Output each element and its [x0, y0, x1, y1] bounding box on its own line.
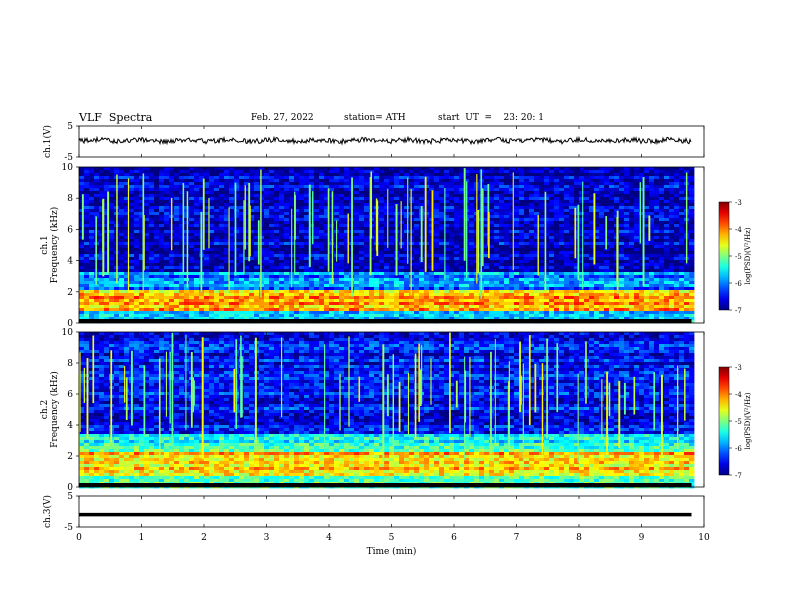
ch1-spectrogram-lowband — [79, 319, 692, 323]
ch1-spectrogram-axis-label: ch.1 — [40, 235, 50, 254]
x-axis-label: Time (min) — [367, 546, 417, 557]
x-tick-label: 5 — [389, 533, 395, 543]
ch2-spectrogram-colorbar-tick-label: -4 — [735, 391, 742, 399]
ch2-spectrogram-tick-label: 6 — [67, 390, 73, 400]
x-tick-label: 7 — [514, 533, 520, 543]
ch2-spectrogram-colorbar-tick-label: -7 — [735, 472, 742, 480]
ch2-spectrogram-colorbar-label: log(PSD)(V²/Hz) — [744, 392, 752, 449]
ch2-spectrogram-lowband — [79, 483, 692, 487]
ch2-spectrogram-tick-label: 8 — [67, 359, 73, 369]
ch2-spectrogram-colorbar — [718, 366, 730, 476]
ch2-spectrogram-tick-label: 10 — [62, 328, 74, 338]
ch3-voltage-tick-label: 5 — [67, 492, 73, 502]
ch1-spectrogram-tick-label: 2 — [67, 288, 73, 298]
ch1-spectrogram-colorbar-tick-label: -7 — [735, 307, 742, 315]
ch1-spectrogram-tick-label: 8 — [67, 194, 73, 204]
ch1-voltage-axis-label: ch.1(V) — [42, 125, 53, 158]
x-tick-label: 2 — [201, 533, 207, 543]
x-tick-label: 3 — [264, 533, 270, 543]
ch1-spectrogram-colorbar-tick-label: -4 — [735, 226, 742, 234]
ch1-voltage-series-line — [78, 135, 692, 146]
ch3-voltage-tick-label: -5 — [64, 523, 73, 533]
x-tick-label: 1 — [139, 533, 145, 543]
ch1-spectrogram-colorbar-tick-label: -6 — [735, 280, 742, 288]
ch3-voltage-axis-label: ch.3(V) — [42, 495, 53, 528]
ch2-spectrogram-colorbar-tick-label: -6 — [735, 445, 742, 453]
ch2-spectrogram-tick-label: 0 — [67, 483, 73, 493]
ch1-voltage-tick-label: -5 — [64, 153, 73, 163]
ch2-spectrogram-axis-label: Frequency (kHz) — [49, 371, 60, 448]
station-label: station= ATH — [344, 113, 406, 123]
ch1-spectrogram-axis-label: Frequency (kHz) — [49, 207, 60, 284]
ch2-spectrogram-axis-label: ch.2 — [40, 400, 50, 419]
ch2-spectrogram-colorbar-tick-label: -5 — [735, 418, 742, 426]
x-tick-label: 6 — [451, 533, 457, 543]
ch1-spectrogram-colorbar-tick-label: -5 — [735, 253, 742, 261]
x-tick-label: 0 — [76, 533, 82, 543]
start-ut-label: start UT = 23: 20: 1 — [438, 113, 544, 123]
x-tick-label: 9 — [639, 533, 645, 543]
date-label: Feb. 27, 2022 — [251, 113, 314, 123]
ch3-voltage-frame — [78, 495, 705, 528]
ch1-spectrogram-colorbar — [718, 201, 730, 311]
ch1-spectrogram-colorbar-tick-label: -3 — [735, 199, 742, 207]
ch2-spectrogram-tick-label: 2 — [67, 452, 73, 462]
figure-title: VLF Spectra — [79, 111, 153, 124]
ch1-voltage-tick-label: 5 — [67, 122, 73, 132]
x-tick-label: 10 — [698, 533, 710, 543]
ch1-spectrogram-tick-label: 4 — [67, 257, 73, 267]
ch2-spectrogram-tick-label: 4 — [67, 421, 73, 431]
ch1-spectrogram-tick-label: 6 — [67, 225, 73, 235]
ch2-spectrogram-colorbar-tick-label: -3 — [735, 364, 742, 372]
x-tick-label: 4 — [326, 533, 332, 543]
ch1-spectrogram-colorbar-label: log(PSD)(V²/Hz) — [744, 227, 752, 284]
x-tick-label: 8 — [576, 533, 582, 543]
ch1-spectrogram-tick-label: 0 — [67, 319, 73, 329]
ch1-spectrogram-tick-label: 10 — [62, 163, 74, 173]
